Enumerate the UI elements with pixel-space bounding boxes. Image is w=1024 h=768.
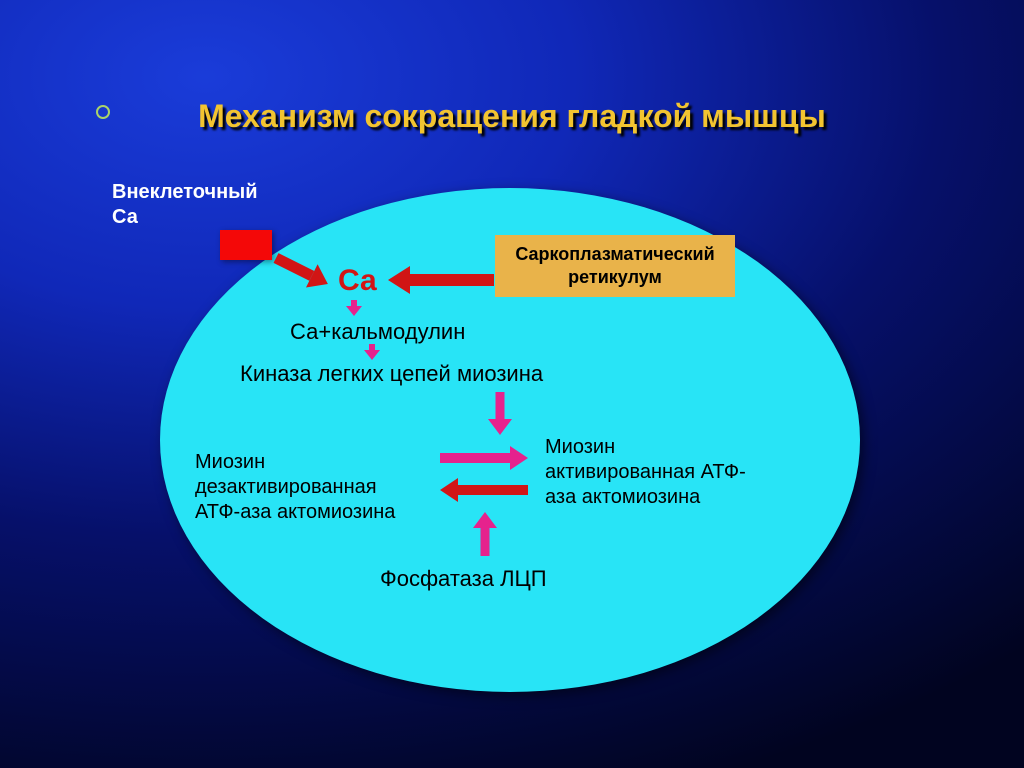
sr-box-label: Саркоплазматический ретикулум <box>495 243 735 290</box>
label-myosin-deactivated: Миозин дезактивированная АТФ-аза актомио… <box>195 450 420 525</box>
label-phosphatase: Фосфатаза ЛЦП <box>380 565 547 593</box>
page-title: Механизм сокращения гладкой мышцы <box>0 98 1024 135</box>
label-myosin-activated: Миозин активированная АТФ-аза актомиозин… <box>545 435 770 510</box>
label-extracellular-ca: Внеклеточный Са <box>112 180 292 230</box>
label-ca: Са <box>338 262 377 300</box>
label-kinase: Киназа легких цепей миозина <box>240 360 543 388</box>
label-ca-calmodulin: Са+кальмодулин <box>290 318 465 346</box>
extracellular-ca-box <box>220 230 272 260</box>
sarcoplasmic-reticulum-box: Саркоплазматический ретикулум <box>495 235 735 297</box>
